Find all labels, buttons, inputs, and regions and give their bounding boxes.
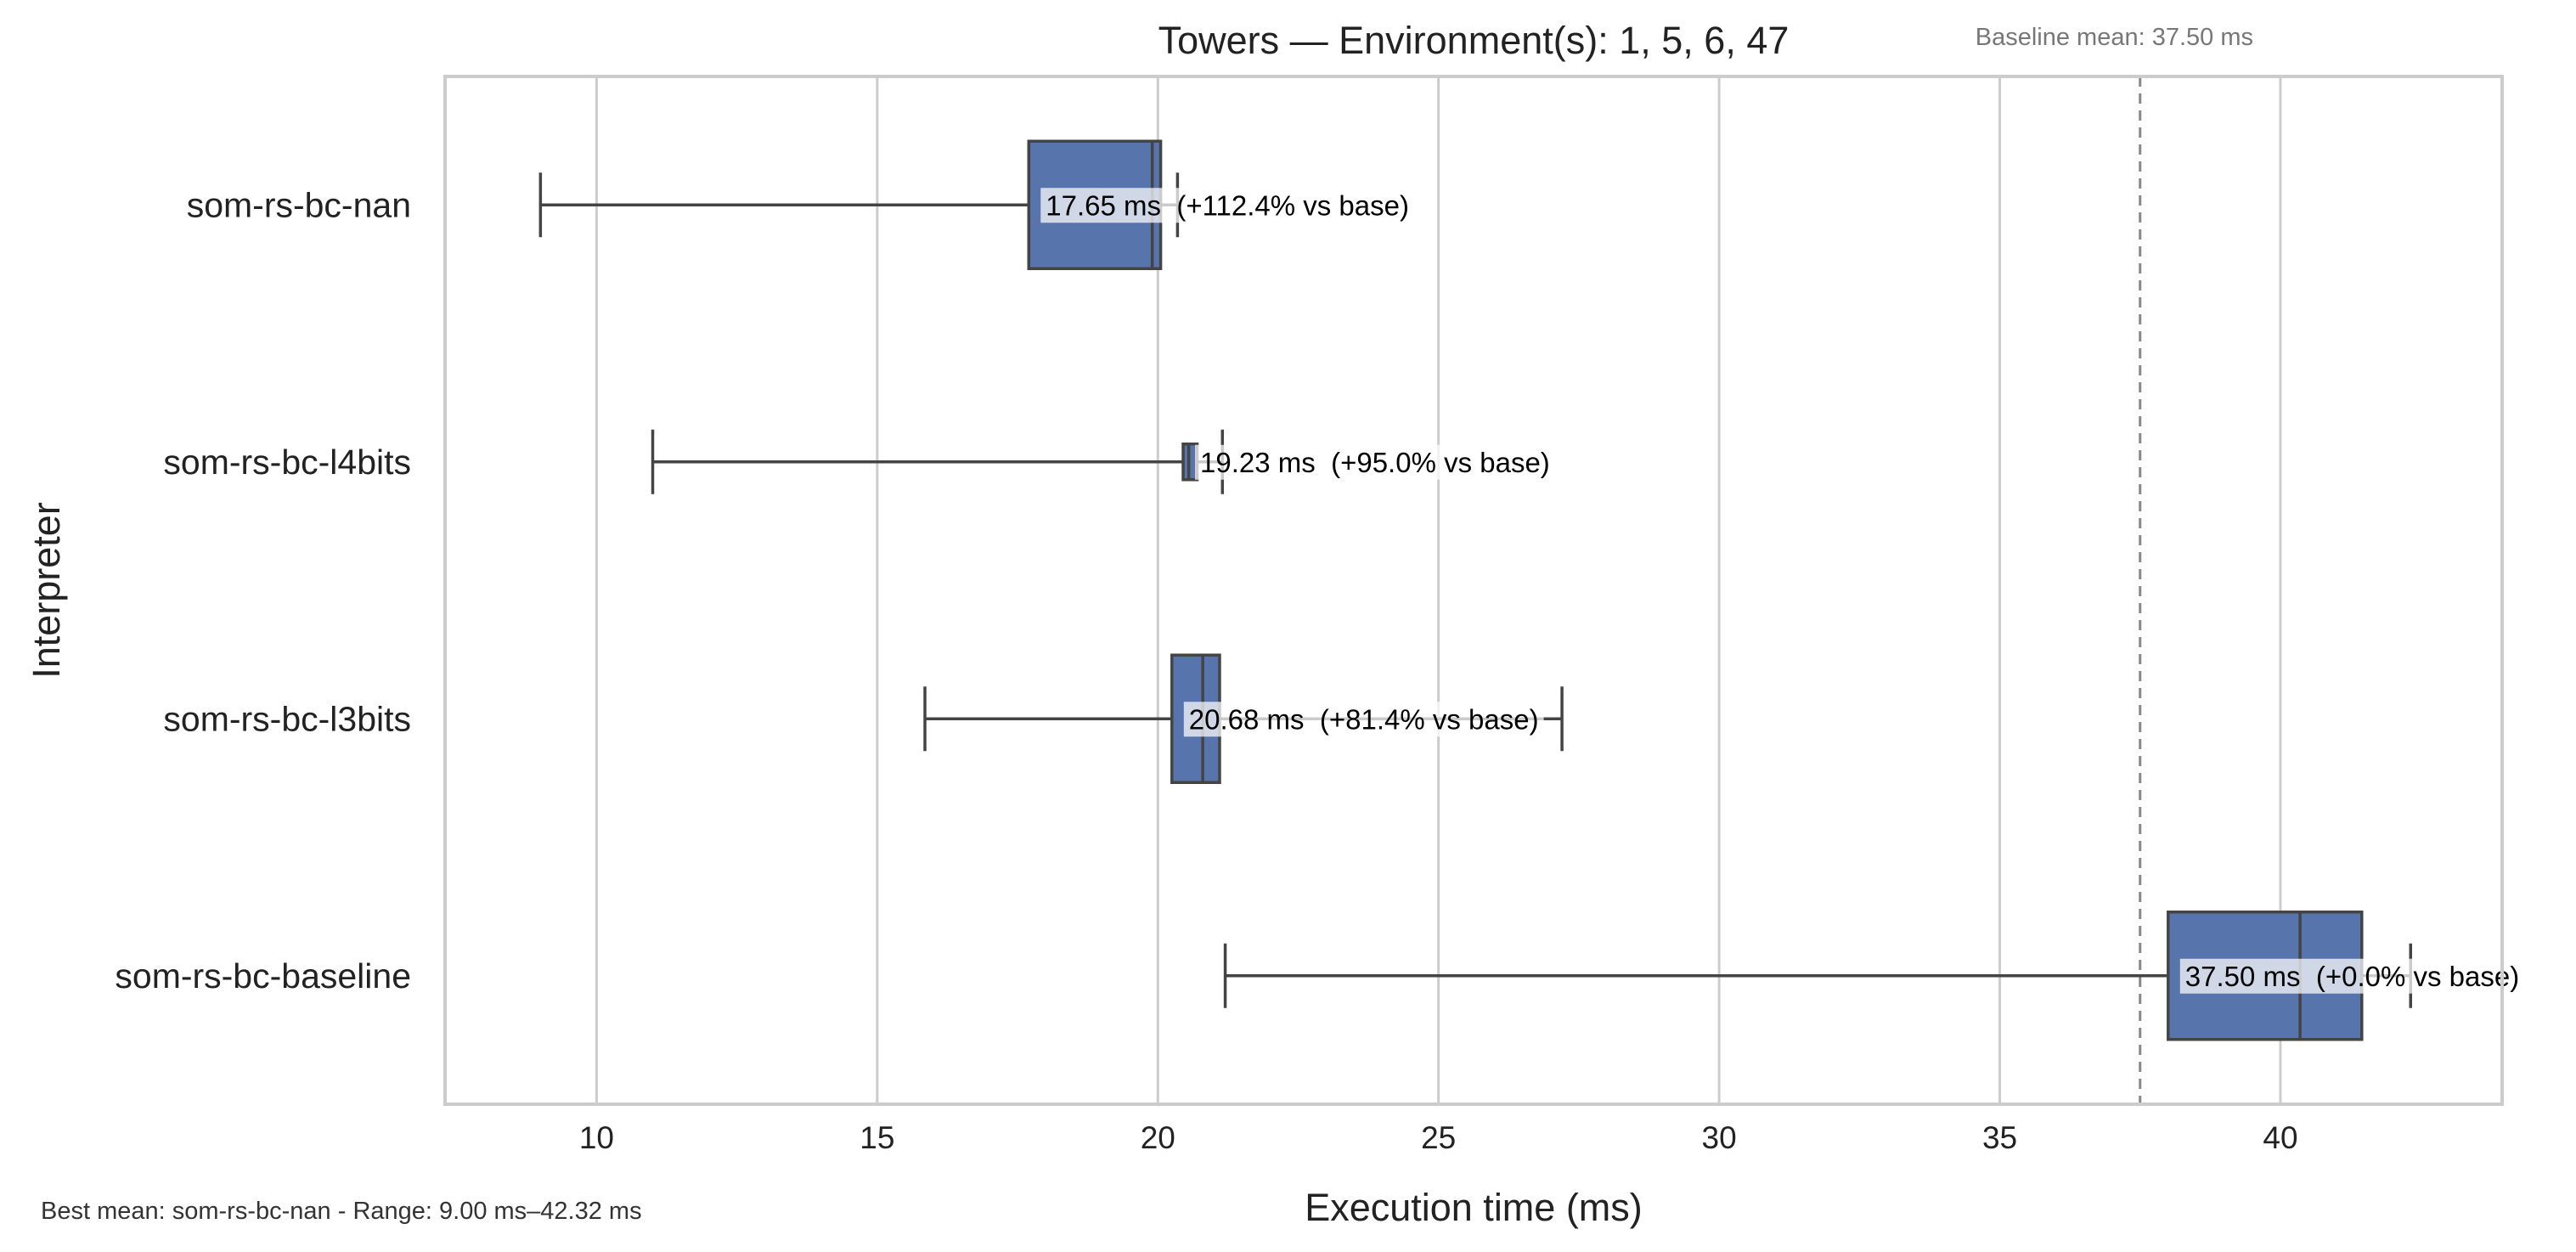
y-tick-label: som-rs-bc-baseline xyxy=(115,956,411,995)
x-axis-tick-labels: 10 15 20 25 30 35 40 xyxy=(579,1120,2298,1155)
box-group: 19.23 ms (+95.0% vs base) xyxy=(651,429,1555,494)
x-tick-label: 30 xyxy=(1702,1120,1737,1155)
baseline-mean-label: Baseline mean: 37.50 ms xyxy=(1976,24,2253,51)
annotation-background xyxy=(1183,702,1544,737)
x-tick-label: 40 xyxy=(2263,1120,2297,1155)
value-annotation: 17.65 ms (+112.4% vs base) xyxy=(1046,189,1409,221)
x-tick-label: 15 xyxy=(860,1120,894,1155)
annotation-background xyxy=(2179,958,2525,994)
value-annotation: 20.68 ms (+81.4% vs base) xyxy=(1189,703,1539,735)
chart-title: Towers — Environment(s): 1, 5, 6, 47 xyxy=(1158,19,1790,62)
value-annotation: 37.50 ms (+0.0% vs base) xyxy=(2185,961,2519,992)
x-tick-label: 20 xyxy=(1141,1120,1175,1155)
y-tick-label: som-rs-bc-l3bits xyxy=(163,699,411,738)
footer-summary: Best mean: som-rs-bc-nan - Range: 9.00 m… xyxy=(41,1198,642,1225)
box-group: 17.65 ms (+112.4% vs base) xyxy=(538,139,1414,270)
x-tick-label: 25 xyxy=(1421,1120,1456,1155)
y-axis-label: Interpreter xyxy=(25,502,68,679)
annotation-background xyxy=(1195,444,1555,480)
annotation-background xyxy=(1040,188,1414,223)
x-tick-label: 35 xyxy=(1982,1120,2017,1155)
y-tick-label: som-rs-bc-nan xyxy=(187,185,411,224)
y-tick-label: som-rs-bc-l4bits xyxy=(163,443,411,482)
y-axis-tick-labels: som-rs-bc-nan som-rs-bc-l4bits som-rs-bc-l… xyxy=(115,185,411,995)
box-series: 17.65 ms (+112.4% vs base) 19.23 ms (+95.… xyxy=(538,139,2525,1041)
x-axis-label: Execution time (ms) xyxy=(1305,1186,1643,1229)
baseline-marker: Baseline mean: 37.50 ms xyxy=(1976,24,2253,1104)
x-tick-label: 10 xyxy=(579,1120,614,1155)
value-annotation: 19.23 ms (+95.0% vs base) xyxy=(1200,447,1550,478)
box-group: 20.68 ms (+81.4% vs base) xyxy=(923,653,1564,784)
plot-frame xyxy=(443,75,2504,1106)
box-group: 37.50 ms (+0.0% vs base) xyxy=(1223,911,2525,1041)
grid-lines xyxy=(595,76,2282,1104)
